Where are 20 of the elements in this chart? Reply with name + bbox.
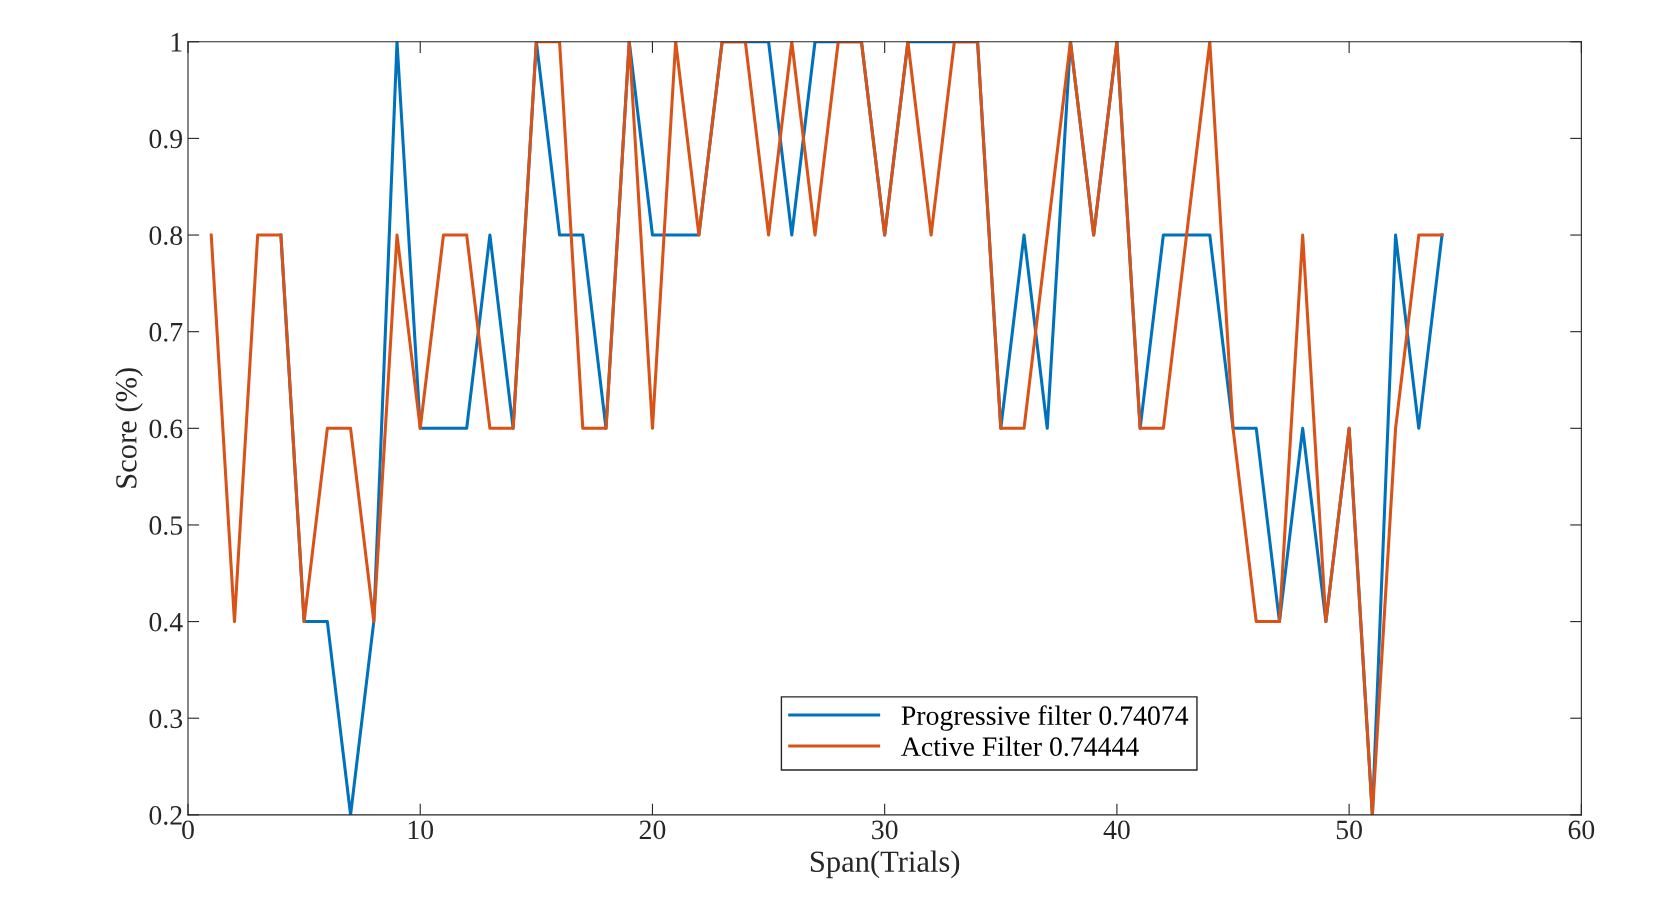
- y-tick-label: 0.8: [149, 226, 183, 246]
- x-tick-label: 40: [1103, 820, 1130, 840]
- y-tick-label: 0.2: [149, 806, 182, 825]
- y-tick-label: 1: [171, 33, 182, 52]
- x-axis-title: Span(Trials): [810, 850, 960, 879]
- legend-label: Active Filter 0.74444: [901, 736, 1139, 757]
- y-tick-label: 0.9: [149, 129, 183, 149]
- x-tick-label: 60: [1568, 820, 1595, 840]
- x-tick-label: 10: [408, 820, 434, 840]
- x-tick-label: 0: [182, 820, 194, 840]
- x-tick-label: 30: [872, 820, 898, 840]
- legend-label: Progressive filter 0.74074: [901, 705, 1189, 731]
- y-tick-label: 0.3: [149, 709, 183, 729]
- y-tick-label: 0.7: [149, 322, 183, 342]
- y-tick-label: 0.4: [149, 612, 183, 632]
- x-tick-label: 20: [639, 820, 666, 840]
- y-tick-label: 0.6: [149, 419, 183, 439]
- y-axis-title: Score (%): [115, 368, 143, 488]
- y-tick-label: 0.5: [149, 516, 183, 535]
- x-tick-label: 50: [1336, 820, 1362, 840]
